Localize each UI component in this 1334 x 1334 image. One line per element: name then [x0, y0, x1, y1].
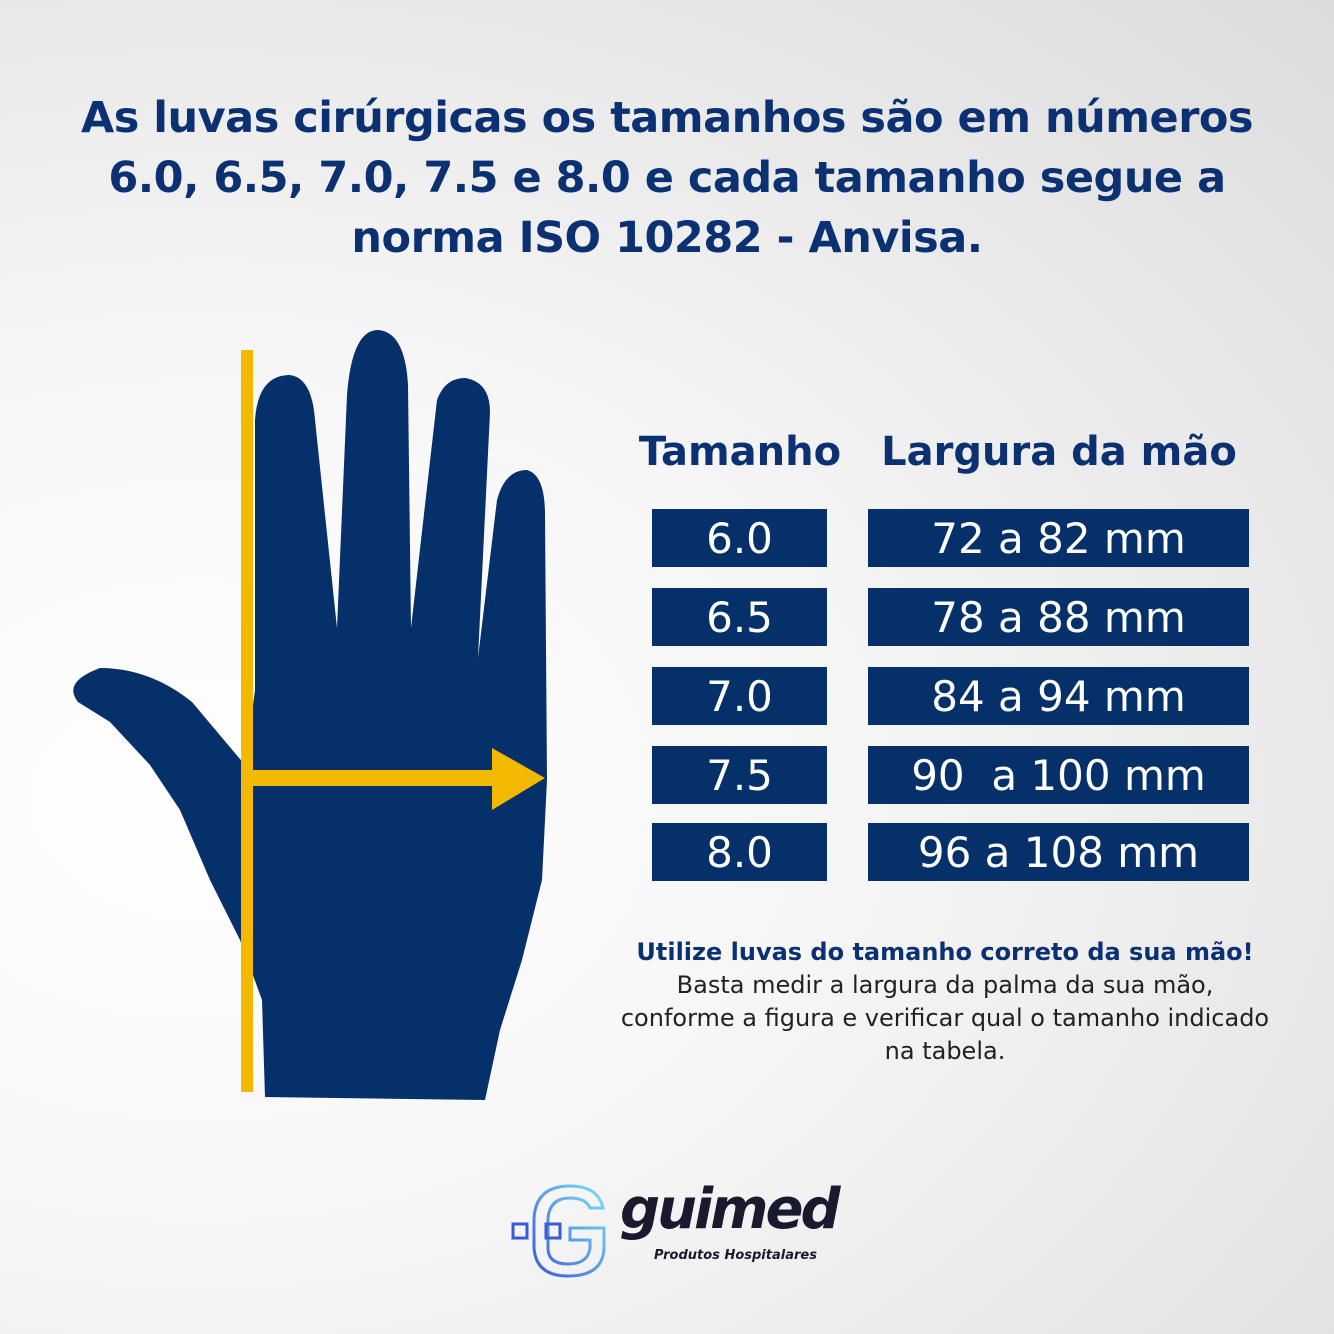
measure-arrow-shaft — [247, 770, 497, 786]
size-cell: 7.5 — [652, 746, 827, 804]
size-cell: 6.0 — [652, 509, 827, 567]
guimed-logo-icon — [511, 1184, 606, 1278]
logo-tagline: Produtos Hospitalares — [654, 1248, 817, 1263]
hand-width-cell: 84 a 94 mm — [868, 667, 1249, 725]
measure-line-vertical — [241, 350, 253, 1092]
size-cell: 6.5 — [652, 588, 827, 646]
hand-width-cell: 90 a 100 mm — [868, 746, 1249, 804]
hand-silhouette — [73, 330, 547, 1100]
logo-brand: guimed — [620, 1177, 841, 1242]
note-highlight: Utilize luvas do tamanho correto da sua … — [636, 938, 1254, 966]
hand-width-cell: 72 a 82 mm — [868, 509, 1249, 567]
page-title: As luvas cirúrgicas os tamanhos são em n… — [80, 93, 1254, 263]
size-cell: 7.0 — [652, 667, 827, 725]
header-size: Tamanho — [638, 429, 842, 475]
size-cell: 8.0 — [652, 823, 827, 881]
hand-width-cell: 96 a 108 mm — [868, 823, 1249, 881]
measure-arrow-head — [492, 748, 545, 810]
instruction-note: Utilize luvas do tamanho correto da sua … — [570, 936, 1320, 1068]
header-hand-width: Largura da mão — [881, 429, 1237, 475]
note-body: Basta medir a largura da palma da sua mã… — [620, 971, 1270, 1065]
hand-width-cell: 78 a 88 mm — [868, 588, 1249, 646]
